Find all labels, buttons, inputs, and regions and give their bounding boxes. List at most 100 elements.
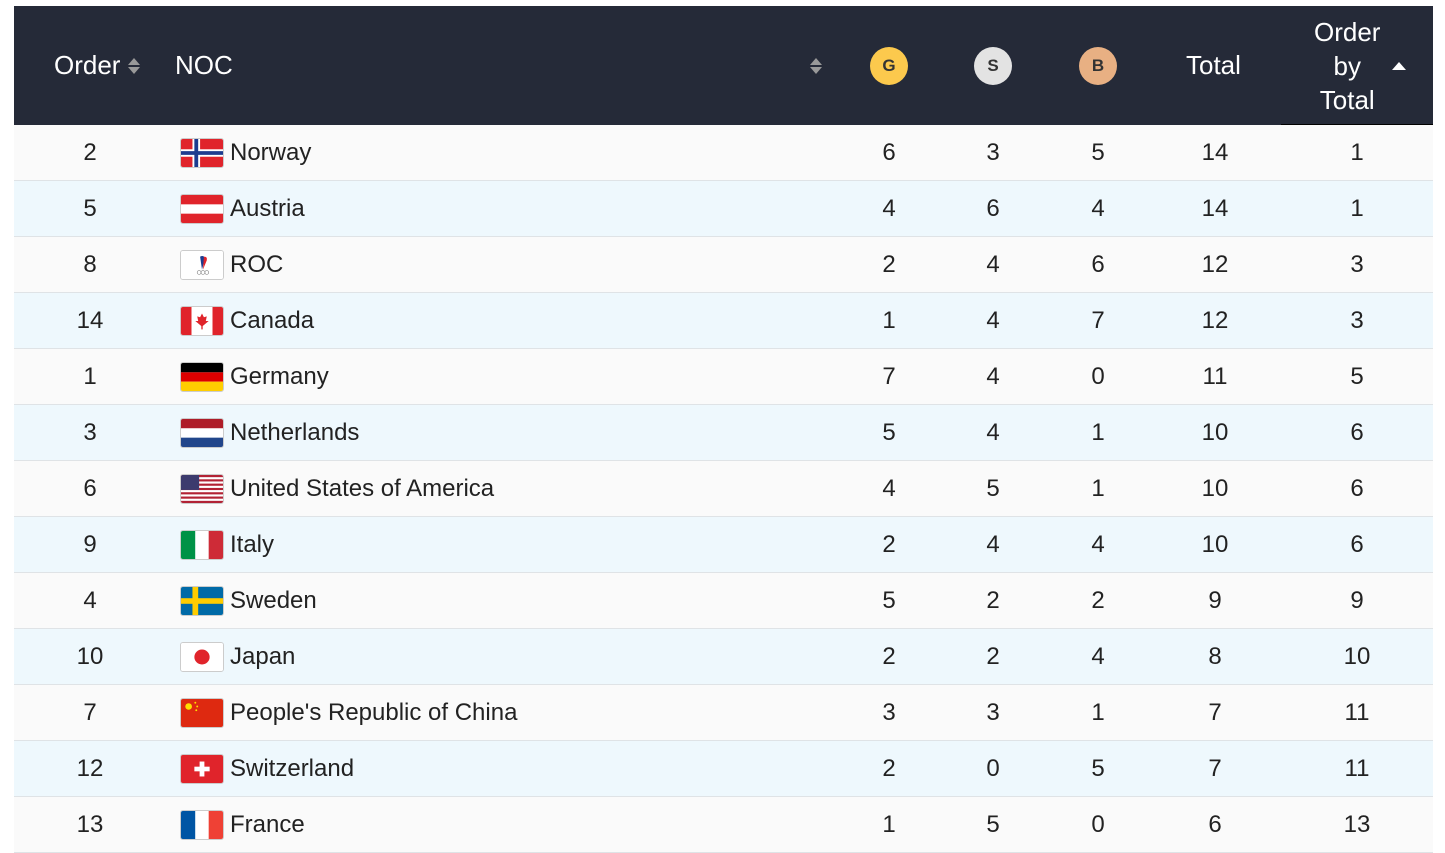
order-by-total-cell: 1 [1350,138,1364,166]
order-cell: 8 [83,250,97,278]
total-cell: 14 [1201,194,1229,222]
table-row[interactable]: 10 Japan 2 2 4 8 10 [14,629,1433,685]
noc-cell[interactable]: France [180,797,305,852]
gold-cell: 5 [882,586,896,614]
noc-cell[interactable]: Italy [180,517,274,572]
roc-flag-icon [180,249,224,280]
country-name: Austria [230,194,305,222]
country-name: Netherlands [230,418,360,446]
silver-cell: 4 [986,530,1000,558]
gold-cell: 1 [882,306,896,334]
total-cell: 7 [1208,754,1222,782]
order-by-total-cell: 9 [1350,586,1364,614]
total-cell: 12 [1201,250,1229,278]
total-cell: 12 [1201,306,1229,334]
table-row[interactable]: 7 People's Republic of China 3 3 1 7 11 [14,685,1433,741]
silver-cell: 4 [986,250,1000,278]
noc-cell[interactable]: United States of America [180,461,494,516]
total-cell: 8 [1208,642,1222,670]
bronze-cell: 5 [1091,138,1105,166]
noc-cell[interactable]: Sweden [180,573,317,628]
table-row[interactable]: 14 Canada 1 4 7 12 3 [14,293,1433,349]
noc-cell[interactable]: Netherlands [180,405,359,460]
medal-table: Order NOC G S B Total Order by Total [14,6,1433,853]
table-row[interactable]: 8 ROC 2 4 6 12 3 [14,237,1433,293]
table-row[interactable]: 6 United States of America 4 5 1 10 6 [14,461,1433,517]
noc-sort-button[interactable] [802,6,822,125]
noc-column-header[interactable]: NOC [175,6,233,125]
gold-cell: 6 [882,138,896,166]
order-cell: 2 [83,138,97,166]
bronze-cell: 6 [1091,250,1105,278]
silver-cell: 5 [986,474,1000,502]
table-row[interactable]: 3 Netherlands 5 4 1 10 6 [14,405,1433,461]
total-cell: 14 [1201,138,1229,166]
gold-column-header[interactable]: G [870,6,908,125]
order-column-header[interactable]: Order [54,6,141,125]
sort-icon [128,57,141,74]
gold-medal-icon: G [870,46,908,85]
order-header-label: Order [54,50,121,80]
total-cell: 10 [1201,474,1229,502]
country-name: Norway [230,138,312,166]
order-cell: 5 [83,194,97,222]
bronze-cell: 1 [1091,474,1105,502]
silver-cell: 3 [986,138,1000,166]
usa-flag-icon [180,473,224,504]
germany-flag-icon [180,361,224,392]
noc-cell[interactable]: Japan [180,629,295,684]
noc-cell[interactable]: Austria [180,181,305,236]
order-cell: 10 [76,642,104,670]
table-row[interactable]: 1 Germany 7 4 0 11 5 [14,349,1433,405]
bronze-cell: 1 [1091,418,1105,446]
silver-column-header[interactable]: S [974,6,1012,125]
silver-cell: 2 [986,642,1000,670]
order-by-total-cell: 5 [1350,362,1364,390]
label-line: by [1333,50,1361,81]
order-cell: 6 [83,474,97,502]
label-line: Order [1314,16,1381,47]
table-row[interactable]: 12 Switzerland 2 0 5 7 11 [14,741,1433,797]
silver-cell: 4 [986,306,1000,334]
total-cell: 6 [1208,810,1222,838]
noc-cell[interactable]: Canada [180,293,314,348]
bronze-column-header[interactable]: B [1079,6,1117,125]
noc-cell[interactable]: ROC [180,237,283,292]
gold-cell: 2 [882,250,896,278]
gold-cell: 3 [882,698,896,726]
table-row[interactable]: 13 France 1 5 0 6 13 [14,797,1433,853]
total-header-label: Total [1186,50,1241,80]
order-cell: 1 [83,362,97,390]
noc-cell[interactable]: Germany [180,349,329,404]
noc-cell[interactable]: Norway [180,125,311,180]
label-line: Total [1319,84,1375,115]
table-row[interactable]: 5 Austria 4 6 4 14 1 [14,181,1433,237]
order-by-total-column-header[interactable]: Order by Total [1314,6,1407,125]
canada-flag-icon [180,305,224,336]
noc-cell[interactable]: People's Republic of China [180,685,517,740]
order-cell: 3 [83,418,97,446]
france-flag-icon [180,809,224,840]
total-column-header[interactable]: Total [1186,6,1241,125]
silver-cell: 4 [986,418,1000,446]
silver-cell: 4 [986,362,1000,390]
gold-cell: 2 [882,754,896,782]
bronze-cell: 5 [1091,754,1105,782]
china-flag-icon [180,697,224,728]
table-row[interactable]: 4 Sweden 5 2 2 9 9 [14,573,1433,629]
noc-header-label: NOC [175,50,233,80]
table-row[interactable]: 2 Norway 6 3 5 14 1 [14,125,1433,181]
netherlands-flag-icon [180,417,224,448]
table-row[interactable]: 9 Italy 2 4 4 10 6 [14,517,1433,573]
order-cell: 14 [76,306,104,334]
order-by-total-label: Order by Total [1314,15,1380,117]
norway-flag-icon [180,137,224,168]
country-name: Japan [230,642,296,670]
gold-cell: 1 [882,810,896,838]
noc-cell[interactable]: Switzerland [180,741,354,796]
order-by-total-cell: 6 [1350,418,1364,446]
bronze-cell: 4 [1091,194,1105,222]
gold-cell: 7 [882,362,896,390]
order-by-total-cell: 6 [1350,530,1364,558]
total-cell: 9 [1208,586,1222,614]
